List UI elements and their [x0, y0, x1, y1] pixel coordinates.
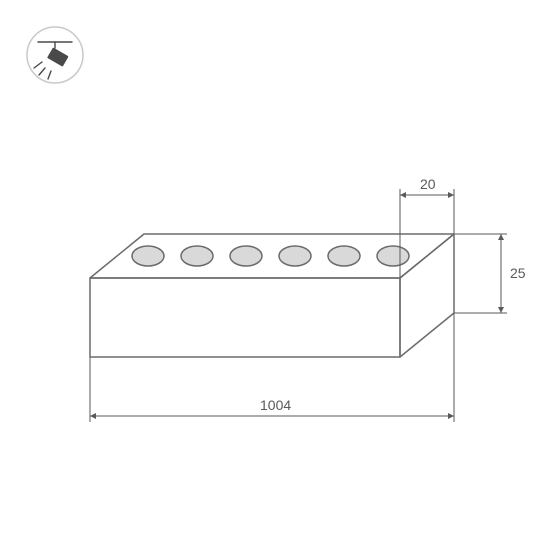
- hole: [328, 246, 360, 266]
- track-spotlight-icon: [27, 27, 83, 83]
- hole: [132, 246, 164, 266]
- dimension-height-value: 25: [510, 265, 526, 281]
- dimension-height: 25: [454, 234, 526, 313]
- holes: [132, 246, 409, 266]
- dimension-length-value: 1004: [260, 397, 291, 413]
- hole: [279, 246, 311, 266]
- technical-drawing: 1004 25 20: [0, 0, 555, 555]
- hole: [230, 246, 262, 266]
- bar-object: [90, 234, 454, 357]
- hole: [377, 246, 409, 266]
- dimension-depth: 20: [400, 176, 454, 278]
- front-face: [90, 278, 400, 357]
- dimension-depth-value: 20: [420, 176, 436, 192]
- hole: [181, 246, 213, 266]
